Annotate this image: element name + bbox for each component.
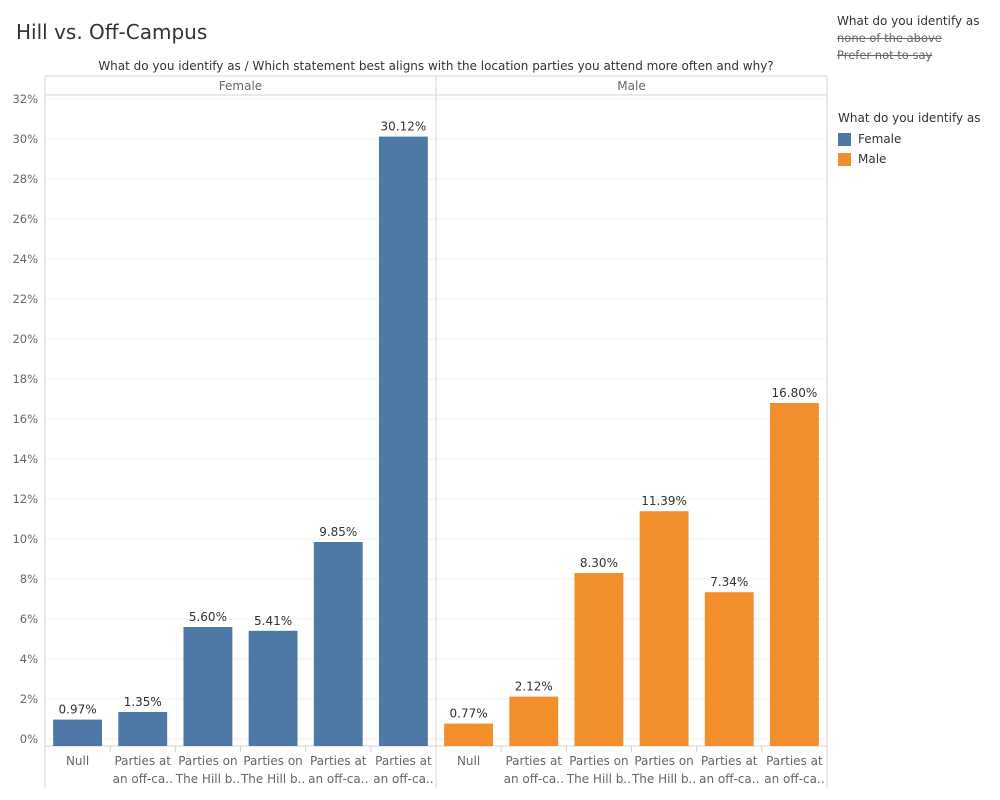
category-label: Parties on xyxy=(634,754,693,768)
category-label: Parties on xyxy=(178,754,237,768)
y-tick-label: 18% xyxy=(12,372,38,386)
data-label: 0.77% xyxy=(450,707,488,721)
bar xyxy=(704,592,754,746)
y-tick-label: 2% xyxy=(20,692,38,706)
data-label: 0.97% xyxy=(59,703,97,717)
y-tick-label: 30% xyxy=(12,132,38,146)
category-label: Parties at xyxy=(505,754,562,768)
bar xyxy=(118,712,168,746)
category-label: Null xyxy=(457,754,480,768)
chart-title: Hill vs. Off-Campus xyxy=(16,20,208,44)
category-label: an off-ca.. xyxy=(373,772,433,786)
filter-header: What do you identify as xyxy=(837,14,980,28)
legend-swatch xyxy=(838,152,851,166)
category-label: The Hill b.. xyxy=(240,772,305,786)
y-tick-label: 14% xyxy=(12,452,38,466)
data-label: 2.12% xyxy=(515,680,553,694)
legend: What do you identify as Female Male xyxy=(838,111,981,169)
category-label: Parties at xyxy=(114,754,171,768)
filter-card[interactable]: What do you identify as none of the abov… xyxy=(837,14,980,62)
bar xyxy=(574,573,624,746)
category-label: Parties at xyxy=(701,754,758,768)
y-tick-label: 22% xyxy=(12,292,38,306)
category-label: Parties at xyxy=(310,754,367,768)
category-label: an off-ca.. xyxy=(699,772,759,786)
data-label: 5.60% xyxy=(189,610,227,624)
y-tick-label: 26% xyxy=(12,212,38,226)
category-label: The Hill b.. xyxy=(175,772,240,786)
category-label: an off-ca.. xyxy=(113,772,173,786)
filter-excluded-item[interactable]: none of the above xyxy=(837,31,942,45)
category-label: Parties at xyxy=(375,754,432,768)
y-tick-label: 32% xyxy=(12,92,38,106)
y-tick-label: 20% xyxy=(12,332,38,346)
bar xyxy=(509,696,559,746)
y-tick-label: 10% xyxy=(12,532,38,546)
category-label: Parties on xyxy=(243,754,302,768)
legend-swatch xyxy=(838,132,851,146)
category-label: an off-ca.. xyxy=(764,772,824,786)
bar xyxy=(639,511,689,746)
y-tick-label: 12% xyxy=(12,492,38,506)
category-label: Parties at xyxy=(766,754,823,768)
filter-excluded-item[interactable]: Prefer not to say xyxy=(837,48,933,62)
y-tick-label: 6% xyxy=(20,612,38,626)
panel-header: Male xyxy=(617,79,645,93)
y-tick-label: 0% xyxy=(20,732,38,746)
category-label: The Hill b.. xyxy=(631,772,696,786)
panel-header: Female xyxy=(219,79,262,93)
data-label: 11.39% xyxy=(641,494,687,508)
category-label: an off-ca.. xyxy=(308,772,368,786)
legend-item-male[interactable]: Male xyxy=(838,149,981,169)
y-tick-label: 28% xyxy=(12,172,38,186)
y-tick-label: 16% xyxy=(12,412,38,426)
data-label: 5.41% xyxy=(254,614,292,628)
bar xyxy=(53,719,103,746)
data-label: 30.12% xyxy=(381,120,427,134)
data-label: 8.30% xyxy=(580,556,618,570)
legend-item-female[interactable]: Female xyxy=(838,129,981,149)
chart-subtitle: What do you identify as / Which statemen… xyxy=(98,59,773,73)
bar xyxy=(378,136,428,747)
data-label: 9.85% xyxy=(319,525,357,539)
bar xyxy=(444,723,494,746)
y-tick-label: 4% xyxy=(20,652,38,666)
data-label: 16.80% xyxy=(772,386,818,400)
category-label: The Hill b.. xyxy=(566,772,631,786)
bar xyxy=(183,627,233,746)
y-tick-label: 24% xyxy=(12,252,38,266)
bar xyxy=(769,403,819,746)
category-label: Null xyxy=(66,754,89,768)
y-tick-label: 8% xyxy=(20,572,38,586)
legend-label: Female xyxy=(858,132,902,146)
legend-header: What do you identify as xyxy=(838,111,981,125)
category-label: Parties on xyxy=(569,754,628,768)
data-label: 1.35% xyxy=(124,695,162,709)
data-label: 7.34% xyxy=(710,575,748,589)
legend-label: Male xyxy=(858,152,887,166)
bar xyxy=(248,630,298,746)
bar xyxy=(313,542,363,746)
category-label: an off-ca.. xyxy=(504,772,564,786)
